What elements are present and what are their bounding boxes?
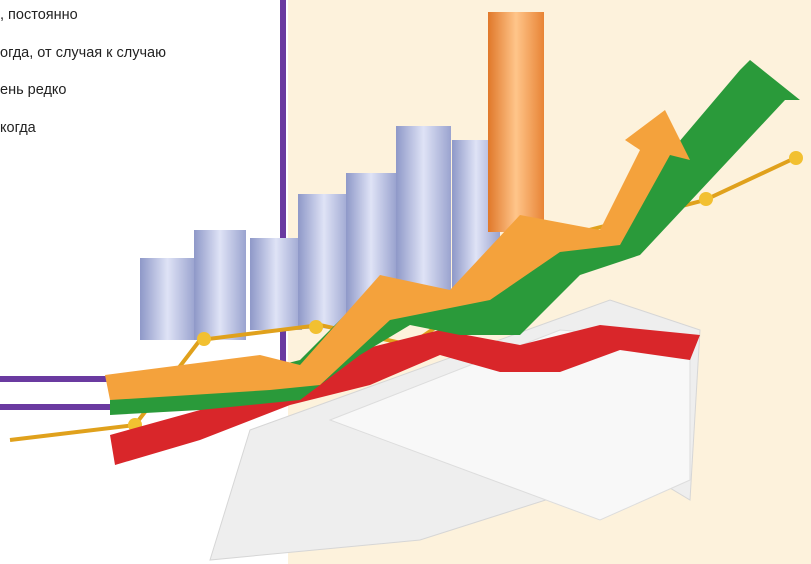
chart-illustration [0,0,811,564]
page: , постоянно огда, от случая к случаю ень… [0,0,811,564]
